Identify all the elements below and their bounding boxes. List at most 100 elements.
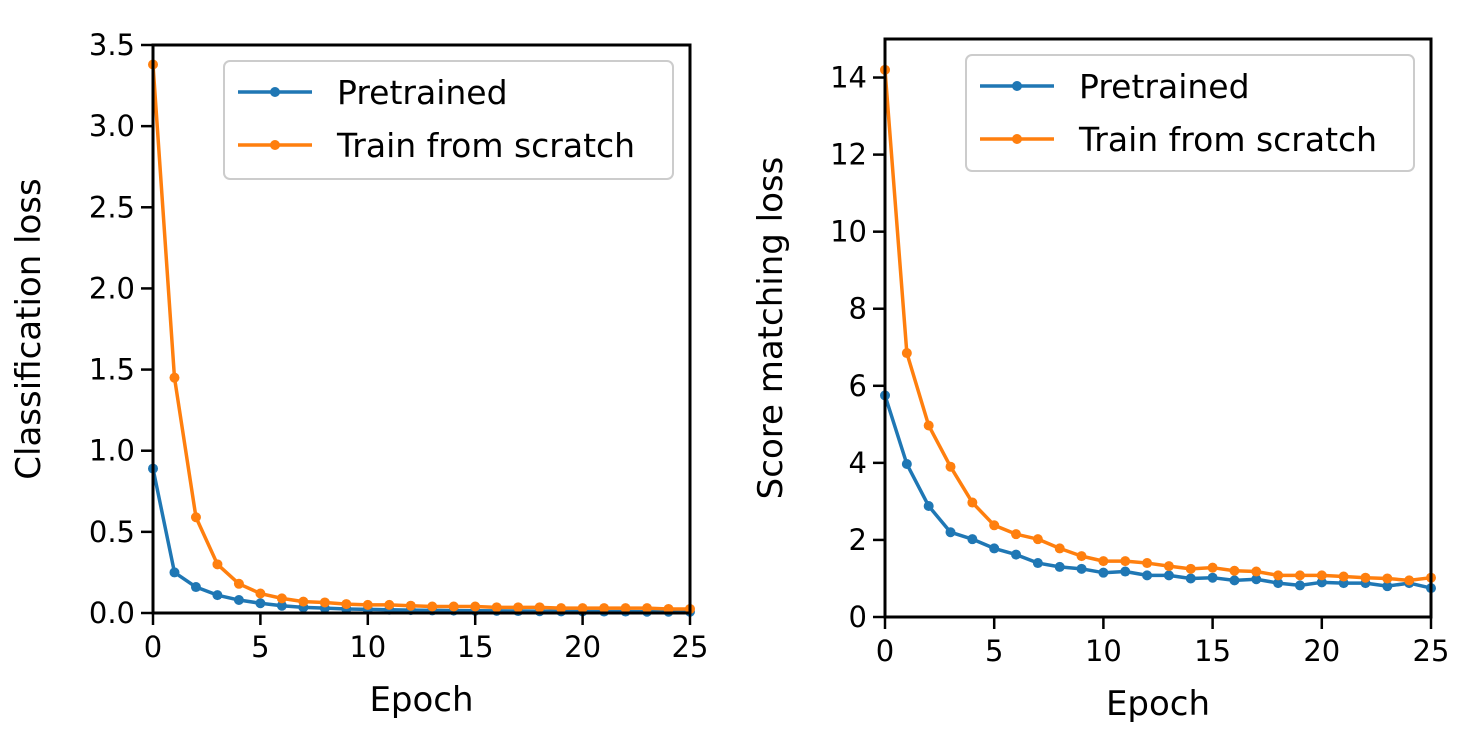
data-point-train-from-scratch <box>190 512 201 523</box>
y-tick-label: 0.5 <box>89 515 135 549</box>
data-point-train-from-scratch <box>405 600 416 611</box>
y-tick-label: 1.5 <box>89 353 135 387</box>
data-point-pretrained <box>967 534 978 545</box>
plot-area <box>880 64 1436 594</box>
data-point-train-from-scratch <box>1011 529 1022 540</box>
y-tick-label: 8 <box>849 292 867 326</box>
data-point-pretrained <box>945 527 956 538</box>
data-point-train-from-scratch <box>1076 551 1087 562</box>
y-tick-label: 3.5 <box>89 28 135 62</box>
y-tick-label: 2 <box>849 523 867 557</box>
data-point-train-from-scratch <box>1120 556 1131 567</box>
legend-label-pretrained: Pretrained <box>1079 67 1250 106</box>
data-point-train-from-scratch <box>1316 570 1327 581</box>
data-point-train-from-scratch <box>1207 562 1218 573</box>
axes-frame <box>151 43 692 615</box>
data-point-train-from-scratch <box>255 588 266 599</box>
data-point-train-from-scratch <box>989 520 1000 531</box>
y-tick-label: 14 <box>830 61 867 95</box>
x-tick-label: 20 <box>564 630 601 664</box>
data-point-train-from-scratch <box>513 602 524 613</box>
x-tick-label: 0 <box>876 634 894 668</box>
y-tick-label: 1.0 <box>89 434 135 468</box>
data-point-train-from-scratch <box>642 603 653 614</box>
data-point-pretrained <box>1032 558 1043 569</box>
data-point-pretrained <box>233 595 244 606</box>
data-point-train-from-scratch <box>362 599 373 610</box>
data-point-train-from-scratch <box>1163 561 1174 572</box>
data-point-train-from-scratch <box>276 593 287 604</box>
legend-marker-train-from-scratch <box>1012 134 1022 144</box>
data-point-train-from-scratch <box>1382 573 1393 584</box>
y-axis-label: Score matching loss <box>751 157 791 500</box>
y-tick-label: 0 <box>849 600 867 634</box>
data-point-train-from-scratch <box>233 578 244 589</box>
x-axis-label: Epoch <box>369 680 473 720</box>
y-tick-label: 4 <box>849 446 867 480</box>
data-point-pretrained <box>1142 570 1153 581</box>
data-point-train-from-scratch <box>1273 570 1284 581</box>
data-point-train-from-scratch <box>1404 575 1415 586</box>
data-point-train-from-scratch <box>298 596 309 607</box>
data-point-pretrained <box>1382 581 1393 592</box>
data-point-train-from-scratch <box>967 497 978 508</box>
data-point-train-from-scratch <box>1294 570 1305 581</box>
data-point-pretrained <box>1316 577 1327 588</box>
data-point-train-from-scratch <box>319 597 330 608</box>
data-point-train-from-scratch <box>212 559 223 570</box>
data-point-train-from-scratch <box>1251 566 1262 577</box>
data-point-pretrained <box>1294 580 1305 591</box>
data-point-pretrained <box>1185 573 1196 584</box>
legend-label-train-from-scratch: Train from scratch <box>1078 120 1377 159</box>
legend-label-train-from-scratch: Train from scratch <box>336 126 635 165</box>
data-point-pretrained <box>1273 578 1284 589</box>
data-point-pretrained <box>276 600 287 611</box>
data-point-train-from-scratch <box>1032 534 1043 545</box>
axes-frame <box>883 37 1433 619</box>
y-axis-label: Classification loss <box>9 178 49 479</box>
legend-marker-pretrained <box>1012 81 1022 91</box>
data-point-pretrained <box>1011 549 1022 560</box>
x-axis-label: Epoch <box>1106 684 1210 724</box>
x-tick-label: 20 <box>1303 634 1340 668</box>
x-tick-label: 10 <box>349 630 386 664</box>
legend-box <box>223 60 674 180</box>
data-point-train-from-scratch <box>556 603 567 614</box>
data-point-train-from-scratch <box>427 601 438 612</box>
data-point-train-from-scratch <box>620 603 631 614</box>
data-point-train-from-scratch <box>534 602 545 613</box>
data-point-train-from-scratch <box>1142 558 1153 569</box>
data-point-train-from-scratch <box>169 372 180 383</box>
y-tick-label: 0.0 <box>89 596 135 630</box>
legend-box <box>965 54 1415 172</box>
data-point-train-from-scratch <box>1229 565 1240 576</box>
data-point-pretrained <box>1251 574 1262 585</box>
legend-marker-pretrained <box>270 87 280 97</box>
data-point-train-from-scratch <box>470 601 481 612</box>
data-point-train-from-scratch <box>384 599 395 610</box>
data-point-train-from-scratch <box>663 603 674 614</box>
data-point-train-from-scratch <box>1338 571 1349 582</box>
legend-marker-train-from-scratch <box>270 140 280 150</box>
data-point-pretrained <box>1207 572 1218 583</box>
data-point-pretrained <box>901 459 912 470</box>
data-point-train-from-scratch <box>341 599 352 610</box>
x-tick-label: 15 <box>1194 634 1231 668</box>
y-tick-label: 6 <box>849 369 867 403</box>
x-tick-label: 25 <box>672 630 709 664</box>
data-point-pretrained <box>1229 575 1240 586</box>
chart-2: 0 5 10 15 20 25 0 2 4 6 8 10 12 14 Epoch Score matching… <box>751 37 1450 724</box>
x-tick-label: 5 <box>985 634 1003 668</box>
data-point-pretrained <box>1120 566 1131 577</box>
data-point-train-from-scratch <box>599 603 610 614</box>
data-point-train-from-scratch <box>1360 572 1371 583</box>
y-tick-label: 12 <box>830 138 867 172</box>
data-point-pretrained <box>212 590 223 601</box>
legend: Pretrained Train from scratch <box>223 60 674 180</box>
data-point-train-from-scratch <box>448 601 459 612</box>
data-point-train-from-scratch <box>491 602 502 613</box>
data-point-pretrained <box>1098 567 1109 578</box>
x-tick-label: 25 <box>1413 634 1450 668</box>
data-point-train-from-scratch <box>1185 563 1196 574</box>
